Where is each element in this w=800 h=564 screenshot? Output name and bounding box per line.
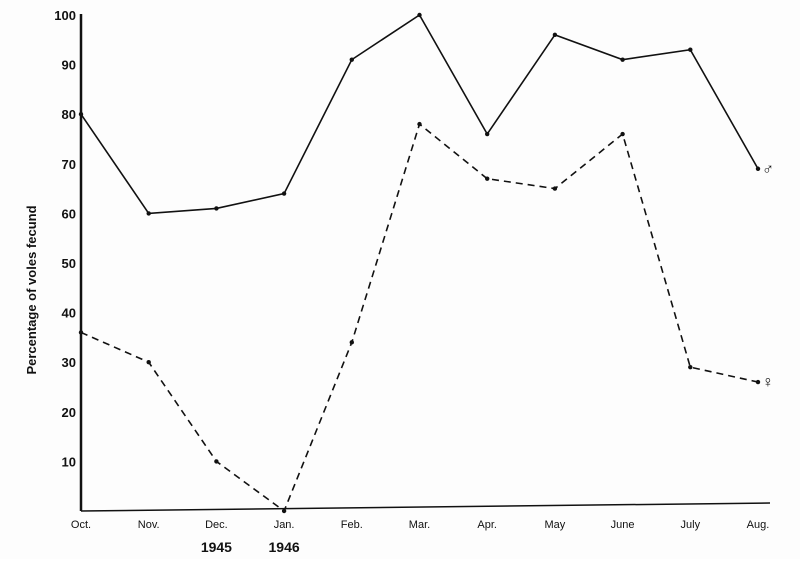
x-tick-label: May	[545, 519, 566, 531]
year-label: 1945	[201, 539, 232, 555]
x-tick-label: Mar.	[409, 519, 430, 531]
x-axis	[80, 502, 771, 512]
data-point	[688, 364, 693, 370]
y-tick-label: 40	[62, 306, 76, 321]
data-point	[485, 176, 490, 181]
series-line-female	[80, 122, 759, 513]
y-tick-label: 50	[62, 256, 76, 271]
data-point	[349, 340, 354, 345]
y-tick-label: 30	[62, 355, 76, 370]
data-point	[485, 131, 490, 137]
data-point	[688, 47, 693, 52]
y-tick-label: 80	[62, 107, 76, 122]
data-point	[78, 112, 84, 117]
data-point	[417, 121, 422, 127]
series-label: ♂	[762, 161, 774, 178]
x-tick-label: June	[611, 519, 635, 531]
year-label: 1946	[269, 539, 300, 555]
x-tick-label: July	[681, 519, 701, 531]
data-point	[281, 191, 287, 196]
x-tick-label: Apr.	[477, 519, 497, 531]
x-tick-label: Aug.	[747, 519, 770, 531]
data-point	[214, 206, 219, 211]
data-point	[552, 32, 558, 38]
y-tick-label: 20	[62, 405, 76, 420]
y-tick-label: 100	[54, 8, 76, 23]
data-point	[620, 57, 625, 62]
y-tick-label: 70	[62, 157, 76, 172]
x-tick-label: Nov.	[138, 519, 160, 531]
y-tick-label: 90	[62, 58, 76, 73]
x-tick-label: Dec.	[205, 519, 228, 531]
data-point	[417, 12, 422, 18]
series-label: ♀	[762, 374, 774, 391]
data-point	[214, 459, 219, 464]
data-point	[146, 360, 151, 365]
y-axis-label: Percentage of voles fecund	[24, 205, 39, 374]
data-point	[146, 211, 151, 216]
y-tick-label: 10	[62, 454, 76, 469]
data-point	[78, 330, 84, 335]
series-line-male	[80, 13, 759, 215]
data-point	[349, 57, 354, 62]
data-point	[620, 131, 625, 137]
data-point	[552, 186, 558, 191]
data-point	[281, 508, 287, 514]
x-tick-label: Jan.	[274, 519, 295, 531]
x-tick-label: Oct.	[71, 519, 91, 531]
x-tick-label: Feb.	[341, 519, 363, 531]
data-point	[755, 166, 761, 171]
data-point	[755, 379, 761, 385]
y-tick-label: 60	[62, 206, 76, 221]
